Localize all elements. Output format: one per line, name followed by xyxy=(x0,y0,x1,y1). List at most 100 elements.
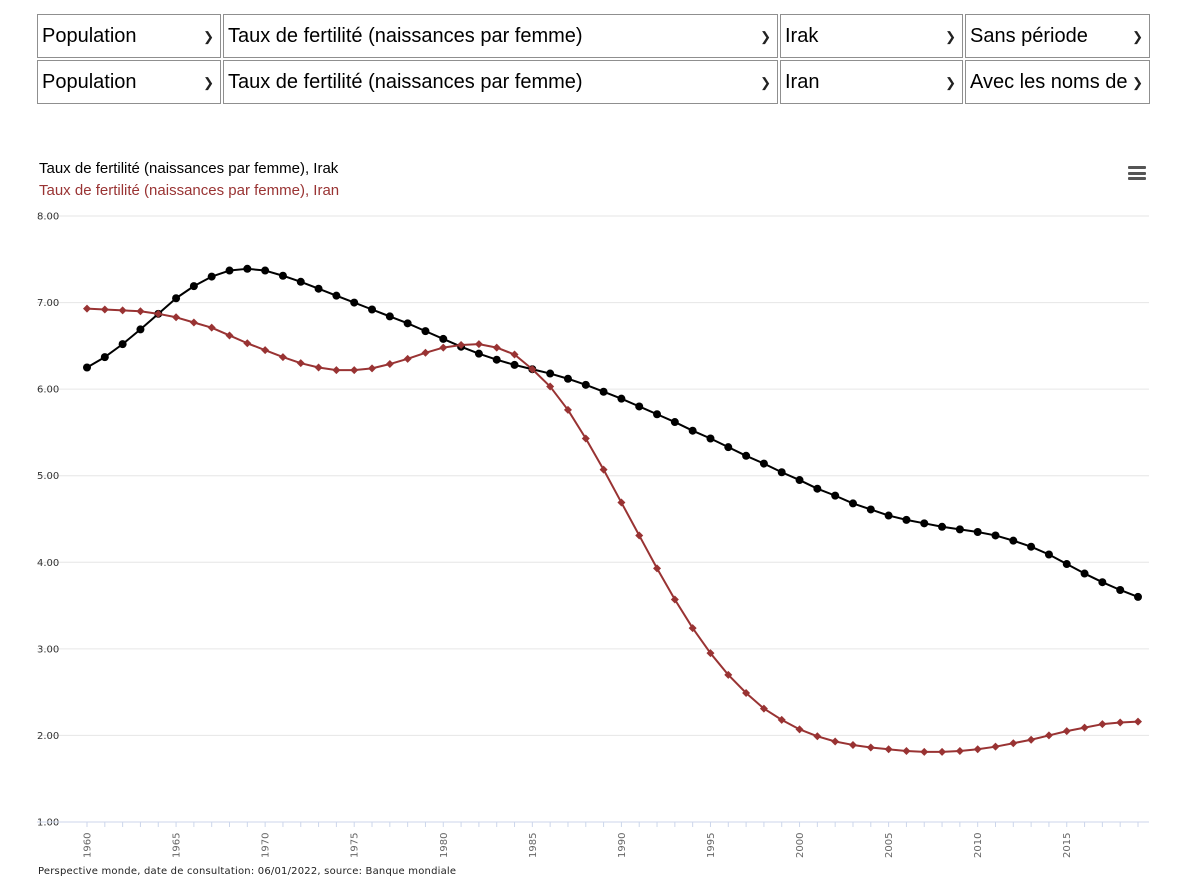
chevron-down-icon: ❯ xyxy=(945,75,956,90)
data-point-irak xyxy=(492,355,501,364)
legend-item-iran[interactable]: Taux de fertilité (naissances par femme)… xyxy=(39,182,340,199)
data-point-irak xyxy=(421,327,430,336)
data-point-irak xyxy=(1027,542,1036,551)
data-point-iran xyxy=(653,564,662,573)
data-point-iran xyxy=(172,313,181,322)
country-select-2[interactable]: Iran ❯ xyxy=(780,60,963,104)
labels-select[interactable]: Avec les noms de ❯ xyxy=(965,60,1150,104)
data-point-irak xyxy=(831,491,840,500)
data-point-irak xyxy=(581,380,590,389)
selector-row-2: Population ❯ Taux de fertilité (naissance… xyxy=(37,60,1150,104)
data-point-iran xyxy=(831,737,840,746)
data-point-iran xyxy=(635,531,644,540)
country-select-1[interactable]: Irak ❯ xyxy=(780,14,963,58)
data-point-iran xyxy=(1009,739,1018,748)
data-point-irak xyxy=(296,277,305,286)
chevron-down-icon: ❯ xyxy=(1132,75,1143,90)
data-point-iran xyxy=(991,742,1000,751)
data-point-iran xyxy=(938,747,947,756)
data-point-iran xyxy=(421,348,430,357)
data-point-irak xyxy=(688,426,697,435)
data-point-iran xyxy=(866,743,875,752)
data-point-iran xyxy=(795,725,804,734)
selector-row-1: Population ❯ Taux de fertilité (naissance… xyxy=(37,14,1150,58)
y-tick-label: 3.00 xyxy=(37,644,59,655)
data-point-iran xyxy=(1080,723,1089,732)
data-point-irak xyxy=(350,298,359,307)
data-point-iran xyxy=(670,595,679,604)
x-tick-label: 1980 xyxy=(439,833,450,858)
data-point-irak xyxy=(1062,560,1071,569)
data-point-iran xyxy=(136,307,145,316)
data-point-iran xyxy=(403,354,412,363)
data-point-irak xyxy=(1009,536,1018,545)
period-select[interactable]: Sans période ❯ xyxy=(965,14,1150,58)
series-line-irak xyxy=(86,267,1139,598)
data-point-iran xyxy=(100,305,109,314)
data-point-irak xyxy=(510,360,519,369)
legend-item-irak[interactable]: Taux de fertilité (naissances par femme)… xyxy=(39,160,339,177)
chevron-down-icon: ❯ xyxy=(945,29,956,44)
chevron-down-icon: ❯ xyxy=(760,75,771,90)
data-point-irak xyxy=(332,291,341,300)
data-point-iran xyxy=(314,363,323,372)
chart-footer-source: Perspective monde, date de consultation:… xyxy=(38,866,457,877)
data-point-iran xyxy=(1116,718,1125,727)
data-point-iran xyxy=(777,715,786,724)
data-point-iran xyxy=(207,323,216,332)
indicator-select-value: Taux de fertilité (naissances par femme) xyxy=(228,71,583,93)
data-point-irak xyxy=(385,312,394,321)
data-point-iran xyxy=(581,434,590,443)
data-point-iran xyxy=(225,331,234,340)
data-point-iran xyxy=(546,382,555,391)
x-tick-label: 2015 xyxy=(1062,833,1073,858)
x-tick-label: 1960 xyxy=(83,833,94,858)
data-point-irak xyxy=(617,394,626,403)
x-tick-label: 1970 xyxy=(261,833,272,858)
data-point-irak xyxy=(795,476,804,485)
y-tick-label: 6.00 xyxy=(37,385,59,396)
data-point-irak xyxy=(670,418,679,427)
data-point-irak xyxy=(813,484,822,493)
data-point-iran xyxy=(439,343,448,352)
x-tick-label: 1975 xyxy=(350,833,361,858)
category-select-1[interactable]: Population ❯ xyxy=(37,14,221,58)
data-point-irak xyxy=(403,319,412,328)
indicator-select-2[interactable]: Taux de fertilité (naissances par femme)… xyxy=(223,60,778,104)
data-point-irak xyxy=(278,271,287,280)
data-point-iran xyxy=(706,649,715,658)
data-point-iran xyxy=(332,366,341,375)
data-point-irak xyxy=(938,522,947,531)
chevron-down-icon: ❯ xyxy=(203,75,214,90)
category-select-2[interactable]: Population ❯ xyxy=(37,60,221,104)
data-point-irak xyxy=(955,525,964,534)
x-tick-label: 1990 xyxy=(617,833,628,858)
data-point-irak xyxy=(848,499,857,508)
chart-legend: Taux de fertilité (naissances par femme)… xyxy=(39,158,339,202)
data-point-irak xyxy=(653,410,662,419)
category-select-value: Population xyxy=(42,71,137,93)
data-point-irak xyxy=(991,531,1000,540)
data-point-irak xyxy=(1116,585,1125,594)
data-point-iran xyxy=(154,309,163,318)
data-point-iran xyxy=(724,670,733,679)
data-point-iran xyxy=(278,353,287,362)
chevron-down-icon: ❯ xyxy=(760,29,771,44)
data-point-iran xyxy=(350,366,359,375)
data-point-irak xyxy=(1044,550,1053,559)
hamburger-menu-icon[interactable] xyxy=(1128,166,1146,180)
data-point-irak xyxy=(724,443,733,452)
data-point-iran xyxy=(492,343,501,352)
data-point-irak xyxy=(546,369,555,378)
data-point-iran xyxy=(1027,735,1036,744)
x-tick-label: 1995 xyxy=(706,833,717,858)
y-tick-label: 1.00 xyxy=(37,818,59,829)
chevron-down-icon: ❯ xyxy=(203,29,214,44)
x-tick-label: 1985 xyxy=(528,833,539,858)
data-point-irak xyxy=(439,334,448,343)
data-point-iran xyxy=(884,745,893,754)
data-point-iran xyxy=(1134,717,1142,726)
x-tick-label: 2005 xyxy=(884,833,895,858)
indicator-select-1[interactable]: Taux de fertilité (naissances par femme)… xyxy=(223,14,778,58)
period-select-value: Sans période xyxy=(970,25,1088,47)
